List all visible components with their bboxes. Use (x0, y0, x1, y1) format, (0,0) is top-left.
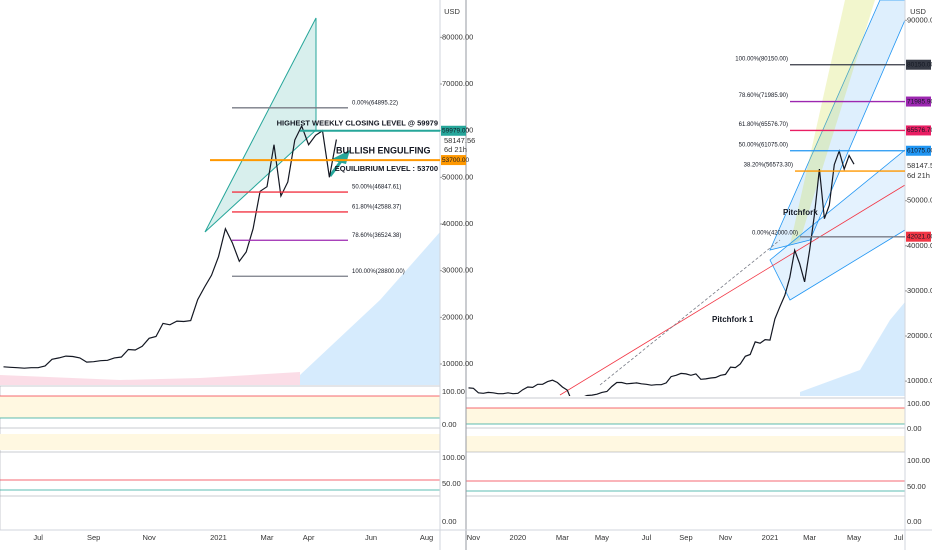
cloud (0, 372, 300, 385)
level-label: 0.00%(64895.22) (352, 100, 398, 106)
x-tick-label: 2021 (762, 533, 779, 542)
level-label: 50.00%(61075.00) (739, 142, 788, 148)
price-label: 71985.90 (907, 98, 932, 105)
price-label: 80150.00 (907, 61, 932, 68)
pitchfork-band (790, 0, 875, 245)
level-label: HIGHEST WEEKLY CLOSING LEVEL @ 59979 (277, 119, 438, 128)
price-label-box (441, 155, 466, 166)
cloud (300, 232, 440, 385)
price-pane (3, 124, 337, 369)
y-tick-label: 40000.00 (442, 219, 473, 228)
price-label: 65576.70 (907, 127, 932, 134)
price-label-box (906, 59, 931, 70)
x-tick-label: Jul (894, 533, 904, 542)
y-tick-label: 20000.00 (442, 312, 473, 321)
indicator-tick-label: 100.00 (907, 399, 930, 408)
y-tick-label: 70000.00 (442, 79, 473, 88)
level-label: 0.00%(42000.00) (752, 230, 798, 236)
price-pane (468, 149, 855, 396)
price-label: 61075.00 (907, 147, 932, 154)
y-tick-label: 50000.00 (442, 172, 473, 181)
indicator-tick-label: 50.00 (907, 482, 926, 491)
y-tick-label: 80000.00 (442, 32, 473, 41)
y-tick-label: 90000.00 (907, 15, 932, 24)
x-tick-label: Nov (467, 533, 481, 542)
indicator-panes (0, 385, 906, 531)
price-label: 59979.00 (442, 127, 469, 134)
level-label: 78.60%(36524.38) (352, 233, 401, 239)
x-tick-label: Sep (679, 533, 692, 542)
price-label-box (906, 231, 931, 242)
level-label: 100.00%(80150.00) (735, 56, 788, 62)
indicator-tick-label: 100.00 (907, 456, 930, 465)
x-tick-label: Apr (303, 533, 315, 542)
indicator-tick-label: 100.00 (442, 453, 465, 462)
pitchfork-label: Pitchfork 1 (712, 315, 754, 324)
countdown: 6d 21h (907, 171, 930, 180)
level-label: 78.60%(71985.90) (739, 93, 788, 99)
indicator-tick-label: 0.00 (907, 424, 922, 433)
level-label: EQUILIBRIUM LEVEL : 53700 (335, 164, 438, 173)
indicator-tick-label: 0.00 (907, 517, 922, 526)
price-label-box (906, 145, 931, 156)
price-label-box (441, 125, 466, 136)
x-tick-label: Nov (142, 533, 156, 542)
channel (204, 17, 317, 233)
price-line (468, 149, 855, 396)
x-tick-label: 2021 (210, 533, 227, 542)
indicator-tick-label: 0.00 (442, 420, 457, 429)
x-tick-label: Mar (261, 533, 274, 542)
price-label: 42021.00 (907, 233, 932, 240)
x-tick-label: Jul (642, 533, 652, 542)
price-label-box (906, 125, 931, 136)
cloud (800, 302, 905, 396)
price-line (3, 124, 337, 369)
currency: USD (910, 7, 926, 16)
level-label: 100.00%(28800.00) (352, 269, 405, 275)
x-tick-label: Nov (719, 533, 733, 542)
x-tick-label: Jul (33, 533, 43, 542)
y-tick-label: 20000.00 (907, 331, 932, 340)
y-tick-label: 30000.00 (442, 266, 473, 275)
pitchfork-line (559, 184, 906, 396)
x-tick-label: Mar (803, 533, 816, 542)
y-tick-label: 40000.00 (907, 241, 932, 250)
pitchfork-label: Pitchfork (783, 208, 818, 217)
y-tick-label: 10000.00 (907, 376, 932, 385)
x-tick-label: Aug (420, 533, 433, 542)
y-tick-label: 50000.00 (907, 196, 932, 205)
annotation: BULLISH ENGULFING (336, 145, 431, 155)
level-label: 38.20%(56573.30) (744, 163, 793, 169)
x-tick-label: May (847, 533, 861, 542)
y-tick-label: 10000.00 (442, 359, 473, 368)
trend-line (599, 239, 781, 386)
x-tick-label: Sep (87, 533, 100, 542)
y-tick-label: 30000.00 (907, 286, 932, 295)
price-label: 53700.00 (442, 157, 469, 164)
x-tick-label: Jun (365, 533, 377, 542)
level-label: 61.80%(65576.70) (739, 122, 788, 128)
currency: USD (444, 7, 460, 16)
indicator-tick-label: 100.00 (442, 387, 465, 396)
indicator-tick-label: 50.00 (442, 479, 461, 488)
last-price: 58147.56 (907, 161, 932, 170)
x-tick-label: May (595, 533, 609, 542)
indicator-tick-label: 0.00 (442, 517, 457, 526)
price-label-box (906, 96, 931, 107)
countdown: 6d 21h (444, 145, 467, 154)
last-price: 58147.56 (444, 136, 475, 145)
level-label: 61.80%(42588.37) (352, 204, 401, 210)
x-tick-label: 2020 (510, 533, 527, 542)
level-label: 50.00%(46847.61) (352, 185, 401, 191)
x-tick-label: Mar (556, 533, 569, 542)
